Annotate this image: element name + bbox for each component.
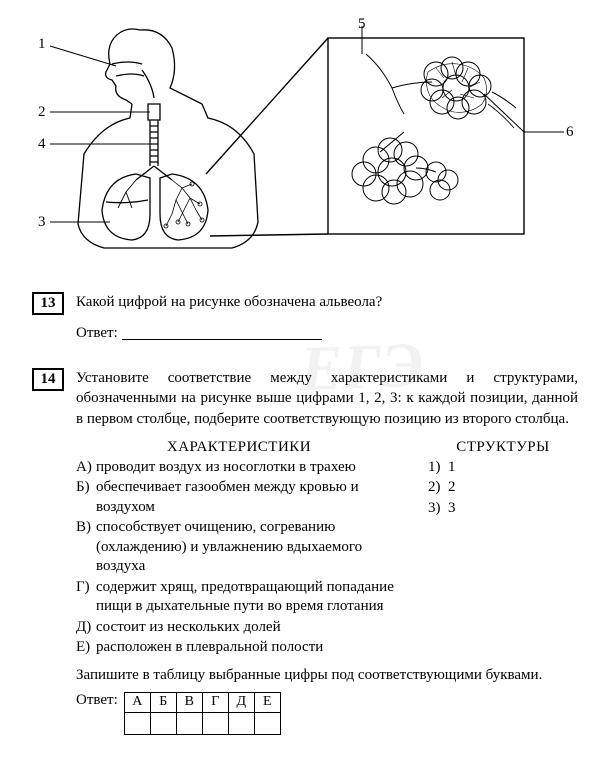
table-head-cell: Е [254, 692, 280, 712]
diagram-label-6: 6 [566, 124, 574, 141]
structures-head: СТРУКТУРЫ [428, 439, 578, 456]
characteristic-2: В)способствует очищению, согреванию (охл… [76, 518, 402, 577]
structure-key: 3) [428, 499, 448, 519]
question-14-answer: Ответ: АБВГДЕ [76, 692, 578, 735]
structure-text: 2 [448, 478, 578, 498]
characteristic-key: Е) [76, 638, 96, 658]
characteristic-key: А) [76, 458, 96, 478]
answer-label-13: Ответ: [76, 325, 118, 341]
characteristic-text: обеспечивает газообмен между кровью и во… [96, 478, 402, 517]
structure-1: 2)2 [428, 478, 578, 498]
table-head-cell: В [176, 692, 202, 712]
diagram-label-4: 4 [38, 136, 46, 153]
question-14-number: 14 [32, 368, 64, 391]
characteristic-key: В) [76, 518, 96, 577]
structure-0: 1)1 [428, 458, 578, 478]
question-13-answer: Ответ: [76, 325, 578, 342]
table-answer-cell[interactable] [228, 712, 254, 734]
structure-key: 1) [428, 458, 448, 478]
answer-table: АБВГДЕ [124, 692, 281, 735]
characteristic-text: проводит воздух из носоглотки в трахею [96, 458, 402, 478]
answer-blank-13[interactable] [122, 339, 322, 340]
question-13-number: 13 [32, 292, 64, 315]
characteristic-5: Е)расположен в плевральной полости [76, 638, 402, 658]
question-14: 14 Установите соответствие между характе… [32, 368, 578, 429]
structure-text: 1 [448, 458, 578, 478]
characteristics-head: ХАРАКТЕРИСТИКИ [76, 439, 402, 456]
structure-text: 3 [448, 499, 578, 519]
table-answer-cell[interactable] [150, 712, 176, 734]
characteristic-1: Б)обеспечивает газообмен между кровью и … [76, 478, 402, 517]
table-answer-cell[interactable] [124, 712, 150, 734]
table-answer-cell[interactable] [202, 712, 228, 734]
question-13: 13 Какой цифрой на рисунке обозначена ал… [32, 292, 578, 315]
diagram-label-1: 1 [38, 36, 46, 53]
characteristic-0: А)проводит воздух из носоглотки в трахею [76, 458, 402, 478]
answer-label-14: Ответ: [76, 692, 118, 709]
diagram-label-3: 3 [38, 214, 46, 231]
table-answer-cell[interactable] [254, 712, 280, 734]
characteristic-key: Б) [76, 478, 96, 517]
characteristic-key: Д) [76, 618, 96, 638]
characteristic-text: способствует очищению, согреванию (охлаж… [96, 518, 402, 577]
question-14-text: Установите соответствие между характерис… [76, 368, 578, 429]
question-14-instruction: Запишите в таблицу выбранные цифры под с… [76, 667, 578, 684]
table-head-cell: А [124, 692, 150, 712]
diagram-label-2: 2 [38, 104, 46, 121]
characteristic-text: содержит хрящ, предотвращающий попадание… [96, 578, 402, 617]
characteristic-3: Г)содержит хрящ, предотвращающий попадан… [76, 578, 402, 617]
characteristic-key: Г) [76, 578, 96, 617]
respiratory-diagram: 1 2 4 3 5 6 [32, 24, 572, 274]
table-head-cell: Б [150, 692, 176, 712]
table-head-cell: Г [202, 692, 228, 712]
question-14-columns: ХАРАКТЕРИСТИКИ А)проводит воздух из носо… [76, 439, 578, 659]
table-head-cell: Д [228, 692, 254, 712]
structure-2: 3)3 [428, 499, 578, 519]
question-13-text: Какой цифрой на рисунке обозначена альве… [76, 292, 578, 312]
table-answer-cell[interactable] [176, 712, 202, 734]
characteristic-text: состоит из нескольких долей [96, 618, 402, 638]
characteristic-4: Д)состоит из нескольких долей [76, 618, 402, 638]
diagram-label-5: 5 [358, 16, 366, 33]
characteristic-text: расположен в плевральной полости [96, 638, 402, 658]
structure-key: 2) [428, 478, 448, 498]
